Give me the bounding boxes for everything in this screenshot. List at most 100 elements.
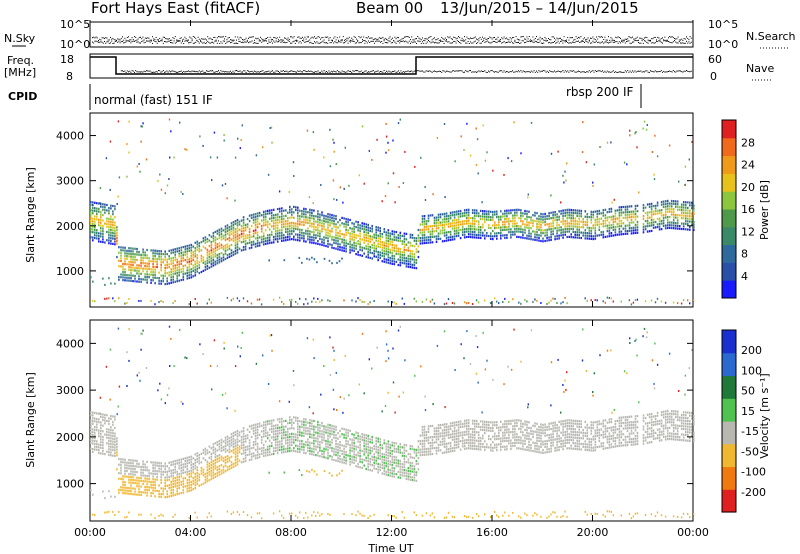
power-cell (556, 221, 558, 224)
power-cell (576, 233, 578, 236)
power-cell (172, 262, 174, 265)
power-cell (178, 279, 180, 282)
power-cell (274, 219, 277, 222)
power-cell (112, 232, 114, 235)
power-cell (252, 243, 255, 246)
power-cell (256, 215, 259, 218)
power-cell (174, 267, 176, 270)
power-cell (262, 146, 264, 149)
nsky-point (384, 38, 386, 40)
nave-point (438, 70, 440, 72)
nsky-point (425, 38, 427, 40)
power-cell (361, 300, 363, 303)
power-cell (550, 225, 552, 228)
power-cell (130, 247, 132, 250)
power-cell (305, 218, 307, 221)
nsky-point (524, 38, 525, 40)
power-cell (301, 212, 303, 215)
power-cell (602, 233, 605, 236)
nsearch-point (360, 42, 362, 44)
nsky-point (198, 38, 200, 40)
velocity-cell (152, 483, 154, 486)
nsearch-point (129, 40, 131, 42)
power-cell (323, 241, 325, 244)
power-cell (174, 259, 176, 262)
power-cell (357, 297, 359, 300)
power-cell (98, 237, 100, 240)
power-cell (333, 222, 335, 225)
velocity-cell (110, 445, 112, 448)
power-cell (540, 223, 542, 226)
power-cell (176, 274, 178, 277)
nsky-point (446, 39, 447, 41)
power-cell (188, 249, 191, 252)
power-cell (689, 217, 691, 220)
power-cell (234, 241, 237, 244)
power-cell (292, 161, 295, 164)
power-cell (317, 213, 319, 216)
velocity-cell (90, 439, 92, 442)
colorbar-tick-label: 24 (741, 159, 755, 172)
cpid-segment-1: normal (fast) 151 IF (94, 93, 213, 107)
nsearch-point (635, 40, 637, 42)
nsearch-point (605, 41, 607, 43)
nsky-point (366, 37, 368, 39)
nsearch-point (164, 41, 165, 42)
power-cell (391, 243, 394, 246)
nave-point (231, 72, 233, 73)
nave-point (255, 71, 257, 73)
nsearch-point (442, 41, 444, 42)
power-cell (453, 235, 456, 238)
power-cell (342, 201, 344, 204)
velocity-cell (100, 452, 102, 455)
nsky-point (308, 36, 309, 38)
power-cell (672, 208, 675, 211)
power-cell (642, 228, 645, 231)
nave-point (437, 71, 439, 72)
power-cell (301, 210, 303, 213)
nsky-point (479, 36, 481, 38)
power-cell (92, 212, 94, 215)
nsearch-point (417, 40, 419, 42)
nave-point (530, 71, 531, 73)
nave-point (363, 71, 365, 73)
nsky-point (93, 36, 95, 38)
nsearch-point (140, 42, 141, 44)
power-cell (437, 221, 440, 224)
power-cell (670, 221, 673, 224)
power-cell (500, 210, 502, 213)
velocity-cell (104, 497, 106, 500)
power-cell (514, 225, 516, 228)
power-cell (433, 302, 436, 305)
power-cell (437, 232, 440, 235)
power-cell (650, 216, 653, 219)
nsearch-point (551, 42, 553, 44)
power-cell (668, 207, 671, 210)
nsky-point (200, 39, 201, 41)
power-cell (108, 220, 110, 223)
power-cell (327, 245, 329, 248)
power-cell (490, 227, 492, 230)
power-cell (482, 124, 484, 127)
power-cell (409, 260, 412, 263)
nave-point (275, 70, 277, 72)
power-cell (508, 220, 510, 223)
power-cell (453, 219, 456, 222)
velocity-cell (102, 490, 104, 493)
nsearch-point (362, 40, 363, 42)
power-cell (685, 217, 687, 220)
power-cell (626, 219, 629, 222)
power-cell (162, 274, 164, 277)
nsearch-point (105, 42, 107, 44)
power-cell (236, 224, 239, 227)
velocity-cell (112, 429, 114, 432)
power-cell (399, 239, 402, 243)
power-cell (592, 185, 594, 187)
power-cell (584, 231, 587, 234)
power-cell (206, 259, 209, 262)
power-cell (92, 209, 94, 212)
nave-point (501, 70, 503, 72)
power-cell (242, 237, 245, 241)
power-cell (343, 249, 345, 252)
power-cell (566, 302, 568, 305)
